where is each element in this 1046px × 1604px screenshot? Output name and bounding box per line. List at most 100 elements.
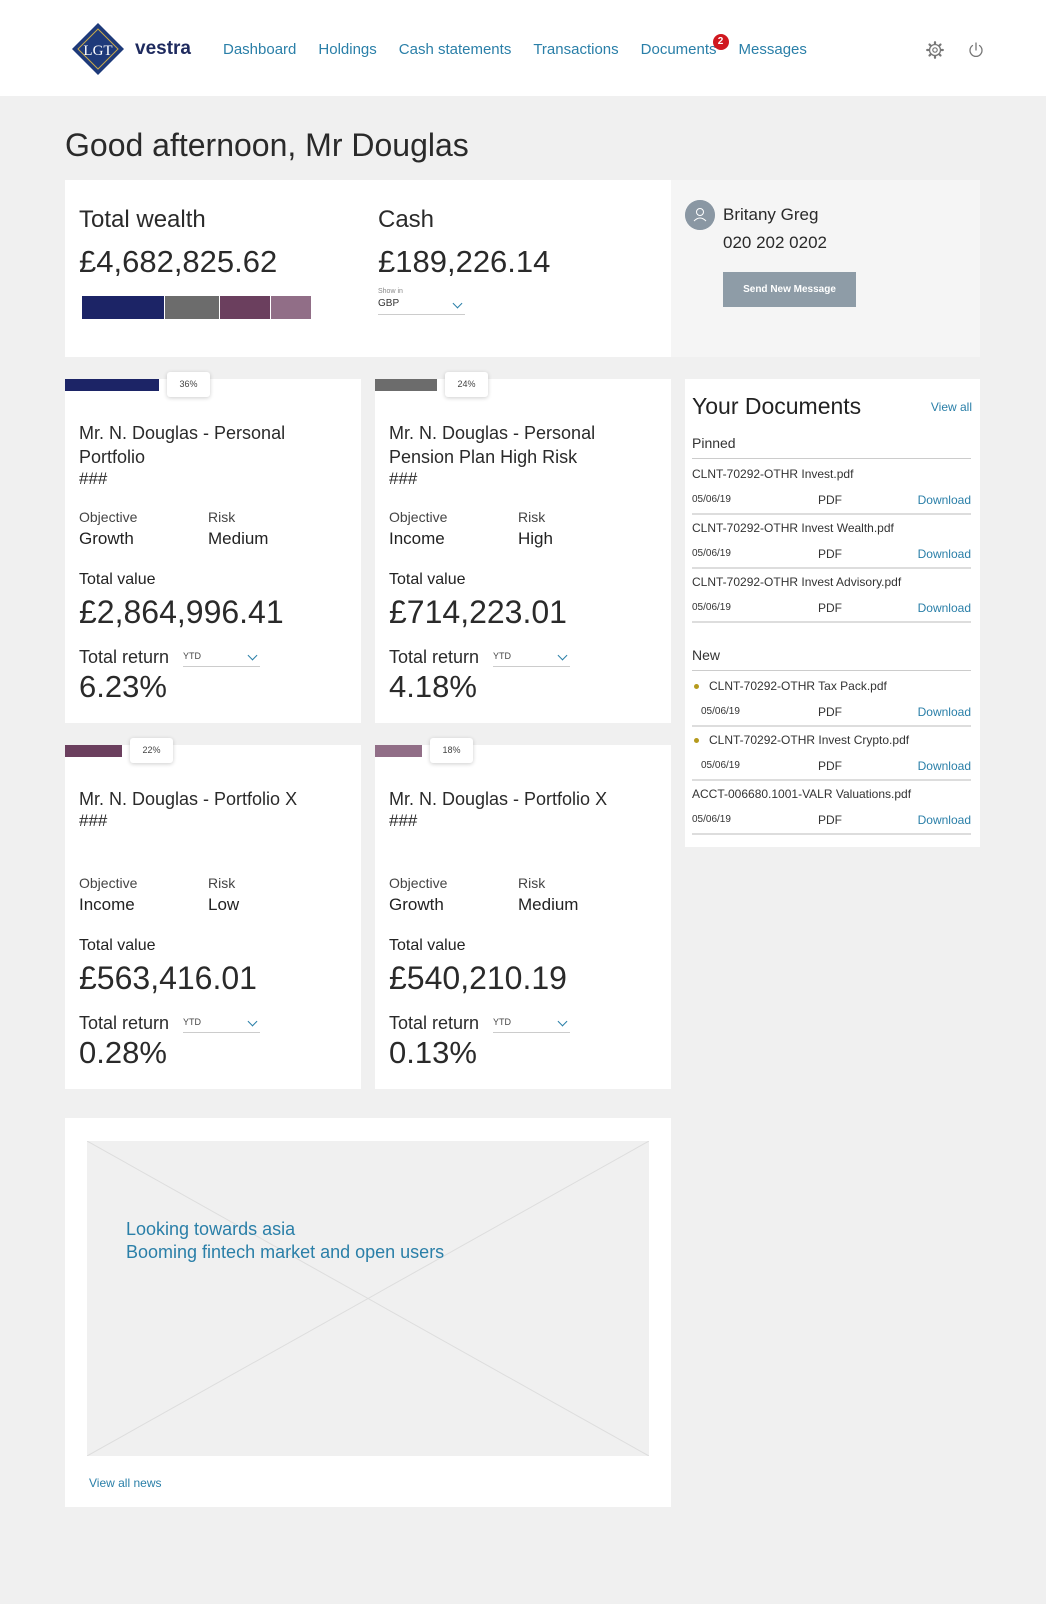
risk-label: Risk bbox=[208, 875, 236, 891]
nav-dashboard[interactable]: Dashboard bbox=[223, 41, 297, 58]
show-in-label: Show in bbox=[378, 288, 403, 295]
objective-label: Objective bbox=[79, 509, 138, 525]
currency-value: GBP bbox=[378, 298, 400, 309]
portfolio-share-tooltip: 24% bbox=[445, 372, 488, 397]
return-period-select[interactable]: YTD bbox=[493, 650, 570, 667]
image-placeholder-icon bbox=[86, 1140, 650, 1457]
document-name[interactable]: CLNT-70292-OTHR Invest Advisory.pdf bbox=[692, 575, 902, 589]
advisor-contact-panel: Britany Greg 020 202 0202 Send New Messa… bbox=[671, 180, 980, 357]
risk-label: Risk bbox=[208, 509, 236, 525]
unread-dot-icon bbox=[694, 684, 699, 689]
portfolio-number: ### bbox=[79, 469, 108, 488]
nav-transactions[interactable]: Transactions bbox=[533, 41, 619, 58]
portfolio-title[interactable]: Mr. N. Douglas - Personal Pension Plan H… bbox=[389, 423, 596, 467]
view-all-news-link[interactable]: View all news bbox=[89, 1476, 162, 1490]
total-wealth-label: Total wealth bbox=[79, 206, 206, 233]
nav-documents[interactable]: Documents 2 bbox=[641, 34, 729, 58]
download-link[interactable]: Download bbox=[917, 547, 971, 561]
document-name[interactable]: CLNT-70292-OTHR Invest Crypto.pdf bbox=[709, 733, 910, 747]
chevron-down-icon bbox=[557, 650, 568, 661]
download-link[interactable]: Download bbox=[917, 813, 971, 827]
page-greeting: Good afternoon, Mr Douglas bbox=[65, 127, 469, 163]
return-period-value: YTD bbox=[183, 1017, 201, 1027]
news-headline-2[interactable]: Booming fintech market and open users bbox=[126, 1242, 445, 1262]
advisor-name: Britany Greg bbox=[723, 205, 819, 224]
objective-label: Objective bbox=[389, 875, 448, 891]
portfolio-share-tooltip: 22% bbox=[130, 738, 173, 763]
portfolio-card[interactable]: 22% Mr. N. Douglas - Portfolio X ### Object… bbox=[65, 738, 361, 1089]
document-item: CLNT-70292-OTHR Invest Advisory.pdf 05/06… bbox=[692, 569, 971, 623]
gear-icon[interactable] bbox=[925, 40, 945, 60]
objective-value: Growth bbox=[389, 895, 444, 914]
total-value: £2,864,996.41 bbox=[79, 594, 284, 630]
total-return-value: 0.13% bbox=[389, 1035, 477, 1070]
document-item: CLNT-70292-OTHR Invest Crypto.pdf 05/06/1… bbox=[692, 727, 971, 781]
top-header: LGT vestra Dashboard Holdings Cash state… bbox=[0, 0, 1046, 96]
document-date: 05/06/19 bbox=[692, 494, 731, 505]
portfolio-share-bar bbox=[65, 379, 159, 391]
portfolio-card[interactable]: 24% Mr. N. Douglas - Personal Pension Pla… bbox=[375, 372, 671, 723]
total-return-label: Total return bbox=[79, 1013, 170, 1033]
total-value: £563,416.01 bbox=[79, 960, 257, 996]
download-link[interactable]: Download bbox=[917, 601, 971, 615]
chevron-down-icon bbox=[452, 298, 463, 309]
cash-label: Cash bbox=[378, 206, 435, 233]
return-period-select[interactable]: YTD bbox=[183, 1016, 260, 1033]
total-wealth-value: £4,682,825.62 bbox=[79, 244, 278, 279]
download-link[interactable]: Download bbox=[917, 493, 971, 507]
power-icon[interactable] bbox=[966, 40, 986, 60]
brand-name: vestra bbox=[135, 38, 191, 59]
portfolio-card[interactable]: 18% Mr. N. Douglas - Portfolio X ### Object… bbox=[375, 738, 671, 1089]
wealth-summary-panel: Total wealth £4,682,825.62 Cash £189,226… bbox=[65, 180, 671, 357]
nav-messages[interactable]: Messages bbox=[738, 41, 807, 58]
unread-dot-icon bbox=[694, 738, 699, 743]
documents-view-all-link[interactable]: View all bbox=[930, 400, 972, 414]
documents-panel: Your Documents View all Pinned CLNT-7029… bbox=[685, 379, 980, 847]
send-new-message-button[interactable]: Send New Message bbox=[723, 272, 856, 307]
document-name[interactable]: CLNT-70292-OTHR Invest.pdf bbox=[692, 467, 854, 481]
return-period-value: YTD bbox=[183, 651, 201, 661]
document-date: 05/06/19 bbox=[692, 814, 731, 825]
portfolio-number: ### bbox=[389, 811, 418, 830]
chevron-down-icon bbox=[557, 1016, 568, 1027]
news-image-placeholder[interactable]: Looking towards asia Booming fintech mar… bbox=[86, 1140, 650, 1457]
allocation-segment bbox=[82, 296, 164, 319]
download-link[interactable]: Download bbox=[917, 759, 971, 773]
objective-label: Objective bbox=[389, 509, 448, 525]
portfolio-title[interactable]: Mr. N. Douglas - Personal Portfolio bbox=[79, 423, 286, 467]
currency-select[interactable]: GBP bbox=[378, 298, 465, 315]
portfolio-card[interactable]: 36% Mr. N. Douglas - Personal Portfolio ##… bbox=[65, 372, 361, 723]
objective-label: Objective bbox=[79, 875, 138, 891]
news-headline-1[interactable]: Looking towards asia bbox=[126, 1219, 296, 1239]
portfolio-title[interactable]: Mr. N. Douglas - Portfolio X bbox=[79, 789, 298, 809]
document-name[interactable]: ACCT-006680.1001-VALR Valuations.pdf bbox=[692, 787, 912, 801]
document-date: 05/06/19 bbox=[701, 760, 740, 771]
risk-value: Medium bbox=[518, 895, 579, 914]
total-return-value: 4.18% bbox=[389, 669, 477, 704]
document-item: CLNT-70292-OTHR Tax Pack.pdf 05/06/19 PDF D… bbox=[692, 673, 971, 727]
download-link[interactable]: Download bbox=[917, 705, 971, 719]
total-value-label: Total value bbox=[389, 571, 466, 588]
total-value-label: Total value bbox=[389, 937, 466, 954]
total-return-label: Total return bbox=[389, 1013, 480, 1033]
portfolio-share-tooltip: 36% bbox=[167, 372, 210, 397]
document-name[interactable]: CLNT-70292-OTHR Tax Pack.pdf bbox=[709, 679, 887, 693]
document-name[interactable]: CLNT-70292-OTHR Invest Wealth.pdf bbox=[692, 521, 894, 535]
nav-cash-statements[interactable]: Cash statements bbox=[398, 41, 512, 58]
allocation-segment bbox=[165, 296, 219, 319]
objective-value: Growth bbox=[79, 529, 134, 548]
return-period-select[interactable]: YTD bbox=[493, 1016, 570, 1033]
document-item: CLNT-70292-OTHR Invest Wealth.pdf 05/06/1… bbox=[692, 515, 971, 569]
user-avatar-icon bbox=[685, 200, 715, 230]
nav-holdings[interactable]: Holdings bbox=[318, 41, 377, 58]
return-period-value: YTD bbox=[493, 1017, 511, 1027]
advisor-phone: 020 202 0202 bbox=[723, 233, 827, 252]
return-period-select[interactable]: YTD bbox=[183, 650, 260, 667]
document-date: 05/06/19 bbox=[692, 548, 731, 559]
portfolio-number: ### bbox=[79, 811, 108, 830]
total-value: £540,210.19 bbox=[389, 960, 567, 996]
portfolio-title[interactable]: Mr. N. Douglas - Portfolio X bbox=[389, 789, 608, 809]
risk-value: Medium bbox=[208, 529, 269, 548]
portfolio-share-bar bbox=[65, 745, 122, 757]
lgt-logo-icon[interactable]: LGT bbox=[72, 23, 124, 75]
